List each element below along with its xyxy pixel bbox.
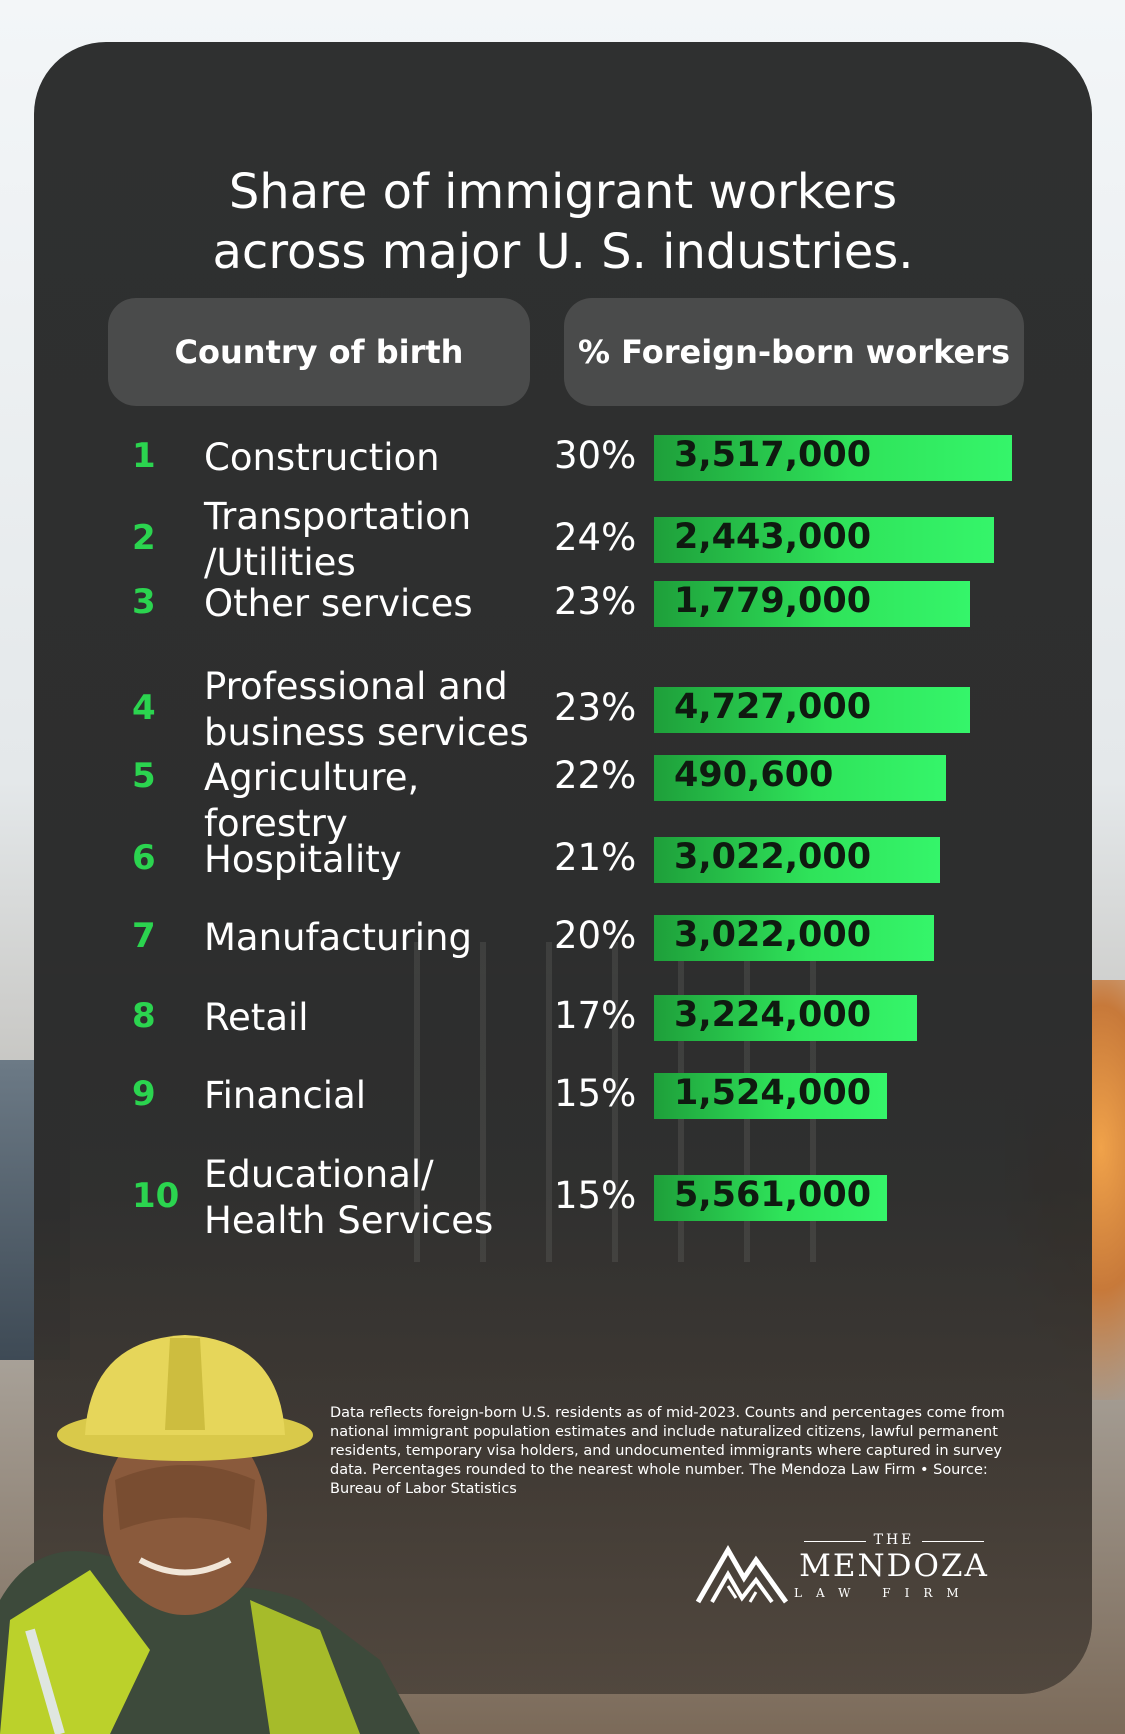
bar [654, 995, 917, 1041]
category-label: Agriculture, forestry [204, 756, 420, 845]
category-label: Construction [204, 436, 440, 479]
worker-count-label: 1,779,000 [674, 581, 872, 621]
worker-count-label: 2,443,000 [674, 517, 872, 557]
bar [654, 1073, 887, 1119]
bar [654, 517, 994, 563]
logo-rule-left [804, 1541, 866, 1542]
percent-label: 23% [554, 686, 637, 729]
bar [654, 581, 970, 627]
infographic-card: Share of immigrant workers across major … [34, 42, 1092, 1694]
bar [654, 1175, 887, 1221]
column-header-foreign-born: % Foreign-born workers [564, 298, 1024, 406]
worker-count-label: 4,727,000 [674, 687, 872, 727]
percent-label: 22% [554, 754, 637, 797]
percent-label: 30% [554, 434, 637, 477]
worker-count-label: 3,224,000 [674, 995, 872, 1035]
percent-label: 15% [554, 1174, 637, 1217]
logo-subtitle: LAW FIRM [794, 1586, 973, 1600]
category-label: Hospitality [204, 838, 402, 881]
worker-count-label: 490,600 [674, 755, 834, 795]
category-label: Other services [204, 582, 473, 625]
mendoza-logo: THE MENDOZA LAW FIRM [694, 1532, 994, 1612]
category-label: Manufacturing [204, 916, 472, 959]
category-label: Educational/ Health Services [204, 1153, 494, 1242]
worker-count-label: 1,524,000 [674, 1073, 872, 1113]
percent-label: 15% [554, 1072, 637, 1115]
rank-number: 5 [132, 756, 156, 796]
logo-name: MENDOZA [799, 1548, 989, 1584]
bar [654, 755, 946, 801]
rank-number: 7 [132, 916, 156, 956]
rank-number: 3 [132, 582, 156, 622]
bar [654, 435, 1012, 481]
rank-number: 6 [132, 838, 156, 878]
percent-label: 24% [554, 516, 637, 559]
page-title: Share of immigrant workers across major … [34, 162, 1092, 282]
percent-label: 21% [554, 836, 637, 879]
worker-count-label: 3,517,000 [674, 435, 872, 475]
worker-count-label: 5,561,000 [674, 1175, 872, 1215]
category-label: Retail [204, 996, 309, 1039]
title-line-2: across major U. S. industries. [212, 224, 914, 280]
bar [654, 687, 970, 733]
percent-label: 17% [554, 994, 637, 1037]
bar [654, 837, 940, 883]
rank-number: 9 [132, 1074, 156, 1114]
category-label: Transportation /Utilities [204, 495, 472, 584]
logo-the: THE [873, 1532, 915, 1548]
footnote: Data reflects foreign-born U.S. resident… [330, 1405, 1005, 1497]
category-label: Professional and business services [204, 665, 529, 754]
rank-number: 4 [132, 688, 156, 728]
logo-rule-right [922, 1541, 984, 1542]
construction-worker-image [0, 1335, 420, 1734]
category-label: Financial [204, 1074, 367, 1117]
rank-number: 10 [132, 1176, 180, 1216]
mountain-logo-icon [695, 1544, 789, 1604]
percent-label: 23% [554, 580, 637, 623]
bar [654, 915, 934, 961]
rank-number: 1 [132, 436, 156, 476]
title-line-1: Share of immigrant workers [228, 164, 898, 220]
rank-number: 2 [132, 518, 156, 558]
percent-label: 20% [554, 914, 637, 957]
worker-count-label: 3,022,000 [674, 837, 872, 877]
rank-number: 8 [132, 996, 156, 1036]
worker-count-label: 3,022,000 [674, 915, 872, 955]
column-header-industry: Country of birth [108, 298, 530, 406]
